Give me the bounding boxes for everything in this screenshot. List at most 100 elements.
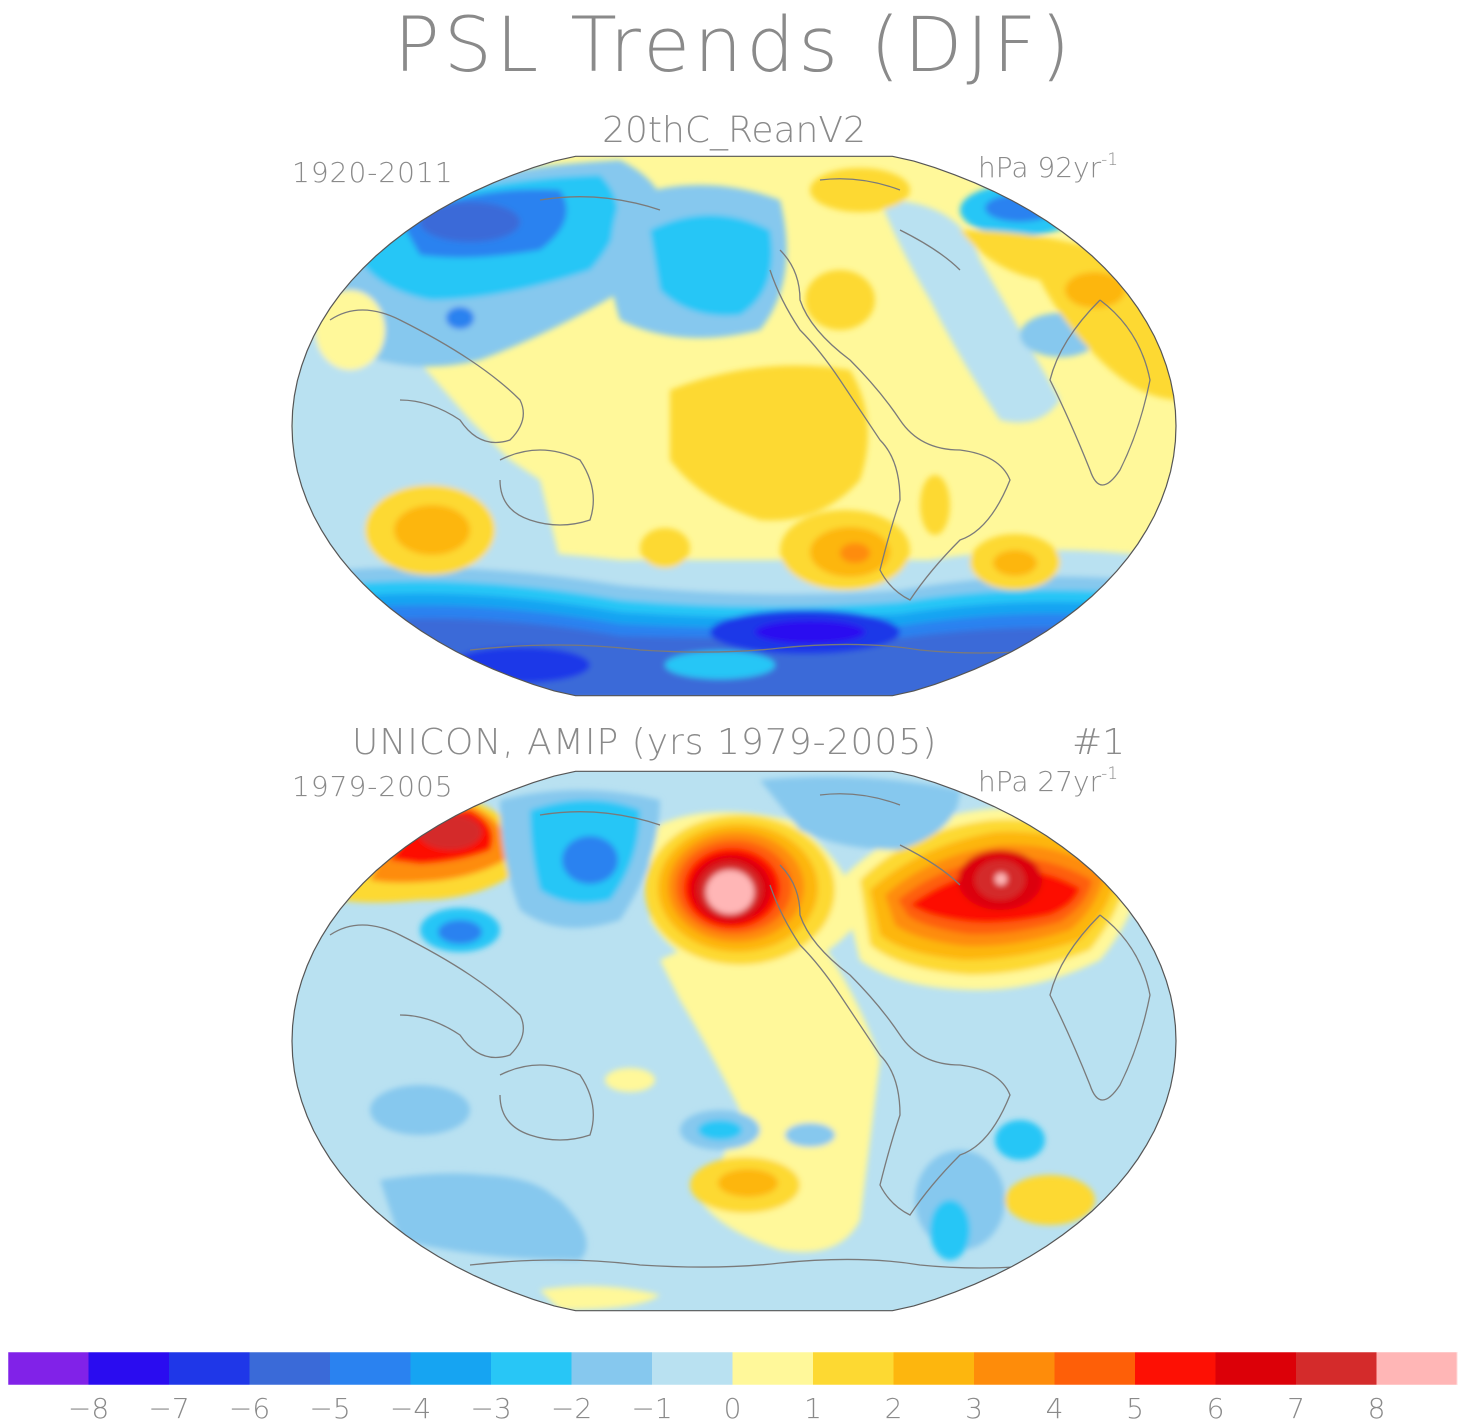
p2-alaska-core	[706, 870, 754, 914]
colorbar-swatch	[330, 1352, 411, 1385]
colorbar-swatch	[571, 1352, 653, 1385]
p1-coastlines	[329, 178, 1151, 654]
colorbar-tick-label: −3	[470, 1392, 511, 1425]
p1-north-asia-core	[420, 202, 520, 242]
colorbar-tick-label: 6	[1207, 1392, 1225, 1425]
p2-coast-north	[539, 793, 961, 886]
colorbar-swatch	[1296, 1352, 1377, 1385]
p1-southern-indian-core	[394, 505, 470, 555]
p2-arctic-min	[760, 776, 960, 850]
colorbar-tick-label: −6	[229, 1392, 270, 1425]
p1-tropical-indian-ocean	[292, 300, 560, 590]
p2-coast-americas	[769, 864, 1011, 1216]
p2-south-atlantic-max	[1005, 1175, 1095, 1225]
p2-coast-australia	[499, 1064, 594, 1141]
p1-antarctic-pacific-core	[755, 620, 865, 644]
p2-siberia-core	[562, 836, 618, 884]
panel-2-units-base: hPa 27yr	[978, 765, 1102, 798]
colorbar-swatch	[813, 1352, 894, 1385]
colorbar-swatch	[974, 1352, 1055, 1385]
panel-2-title: UNICON, AMIP (yrs 1979-2005)	[352, 722, 938, 763]
colorbar-swatch	[1135, 1352, 1216, 1385]
colorbar-tick-label: 0	[724, 1392, 742, 1425]
panel-1-units-base: hPa 92yr	[978, 151, 1102, 184]
panel-2-units: hPa 27yr-1	[978, 764, 1118, 798]
p1-greenland-core	[985, 194, 1055, 222]
colorbar-tick-label: 3	[965, 1392, 983, 1425]
colorbar-tick-label: 7	[1287, 1392, 1305, 1425]
p2-indian-ocean-min-a	[370, 1085, 470, 1135]
colorbar-swatch	[491, 1352, 572, 1385]
colorbar-tick-label: 5	[1126, 1392, 1144, 1425]
p2-south-pacific-l2	[718, 1169, 778, 1197]
p2-southern-ocean-min	[380, 1173, 587, 1260]
colorbar: −8 −7 −6 −5 −4 −3 −2 −1 0 1 2 3 4 5 6 7 8	[7, 1351, 1458, 1425]
colorbar-swatch	[8, 1352, 89, 1385]
p1-north-pacific-mid	[650, 215, 772, 316]
colorbar-tick-label: −8	[68, 1392, 109, 1425]
p2-pacific-core-a	[698, 1120, 742, 1140]
colorbar-swatch	[1215, 1352, 1297, 1385]
p1-antarctic-west-min	[450, 647, 590, 683]
p2-coast-africa	[1049, 914, 1151, 1101]
p2-antarctic-patch	[540, 1286, 660, 1310]
panel-1-map-border	[291, 155, 1177, 697]
colorbar-swatch	[732, 1352, 814, 1385]
panel-2-map-border	[291, 770, 1177, 1312]
colorbar-swatch	[1376, 1352, 1458, 1385]
colorbar-tick-label: −7	[148, 1392, 189, 1425]
panel-2-map	[292, 771, 1176, 1311]
colorbar-tick-label: −2	[551, 1392, 592, 1425]
colorbar-tick-label: 8	[1368, 1392, 1386, 1425]
colorbar-swatch	[893, 1352, 975, 1385]
p1-atlantic-arc	[880, 200, 1060, 423]
panel-2-run-number: #1	[1072, 722, 1126, 763]
p1-europe-core	[1065, 272, 1125, 308]
panel-1-map	[292, 156, 1176, 696]
colorbar-swatch	[169, 1352, 250, 1385]
p1-coast-antarctica	[469, 643, 1041, 654]
p2-coast-antarctica	[469, 1258, 1041, 1269]
p1-coast-asia	[329, 309, 524, 444]
colorbar-tick-label: −4	[390, 1392, 431, 1425]
p2-brazil-min	[995, 1120, 1045, 1160]
p2-east-pacific-max	[660, 933, 880, 1252]
p1-new-zealand-max	[640, 528, 690, 568]
p1-india-patch	[315, 290, 385, 370]
colorbar-frame	[7, 1351, 1458, 1386]
colorbar-tick-label: −1	[631, 1392, 672, 1425]
p2-atlantic-core	[995, 873, 1007, 885]
p1-west-canada-max	[805, 270, 875, 330]
p1-coast-americas	[769, 249, 1011, 601]
colorbar-swatch	[88, 1352, 170, 1385]
p1-central-pacific-max	[670, 365, 868, 521]
p1-chile-core	[840, 543, 870, 563]
panel-2-period: 1979-2005	[292, 770, 454, 803]
panel-1-period: 1920-2011	[292, 156, 454, 189]
p2-coastlines	[329, 793, 1151, 1269]
colorbar-swatch	[410, 1352, 492, 1385]
p1-coast-north	[539, 178, 961, 271]
panel-2-units-exponent: -1	[1101, 764, 1119, 784]
panel-1-units-exponent: -1	[1101, 150, 1119, 170]
colorbar-tick-label: −5	[309, 1392, 350, 1425]
p2-pacific-min-b	[785, 1123, 835, 1147]
p1-antarctic-light-patch	[665, 651, 775, 679]
p1-south-america-max	[920, 475, 950, 535]
panel-1-units: hPa 92yr-1	[978, 150, 1118, 184]
panel-1-title: 20thC_ReanV2	[602, 110, 866, 151]
main-title: PSL Trends (DJF)	[393, 0, 1075, 89]
colorbar-swatch	[652, 1352, 733, 1385]
p2-coast-asia	[329, 924, 524, 1059]
p1-coast-australia	[499, 449, 594, 526]
p2-atlantic-south-core	[930, 1200, 970, 1260]
p2-tibet-core	[438, 920, 482, 944]
p1-alaska-max	[810, 168, 910, 212]
colorbar-tick-label: 4	[1046, 1392, 1064, 1425]
colorbar-swatch	[249, 1352, 331, 1385]
colorbar-swatch	[1054, 1352, 1136, 1385]
colorbar-tick-label: 2	[885, 1392, 903, 1425]
p2-central-pacific-patch	[605, 1068, 655, 1092]
p1-coast-africa	[1049, 299, 1151, 486]
